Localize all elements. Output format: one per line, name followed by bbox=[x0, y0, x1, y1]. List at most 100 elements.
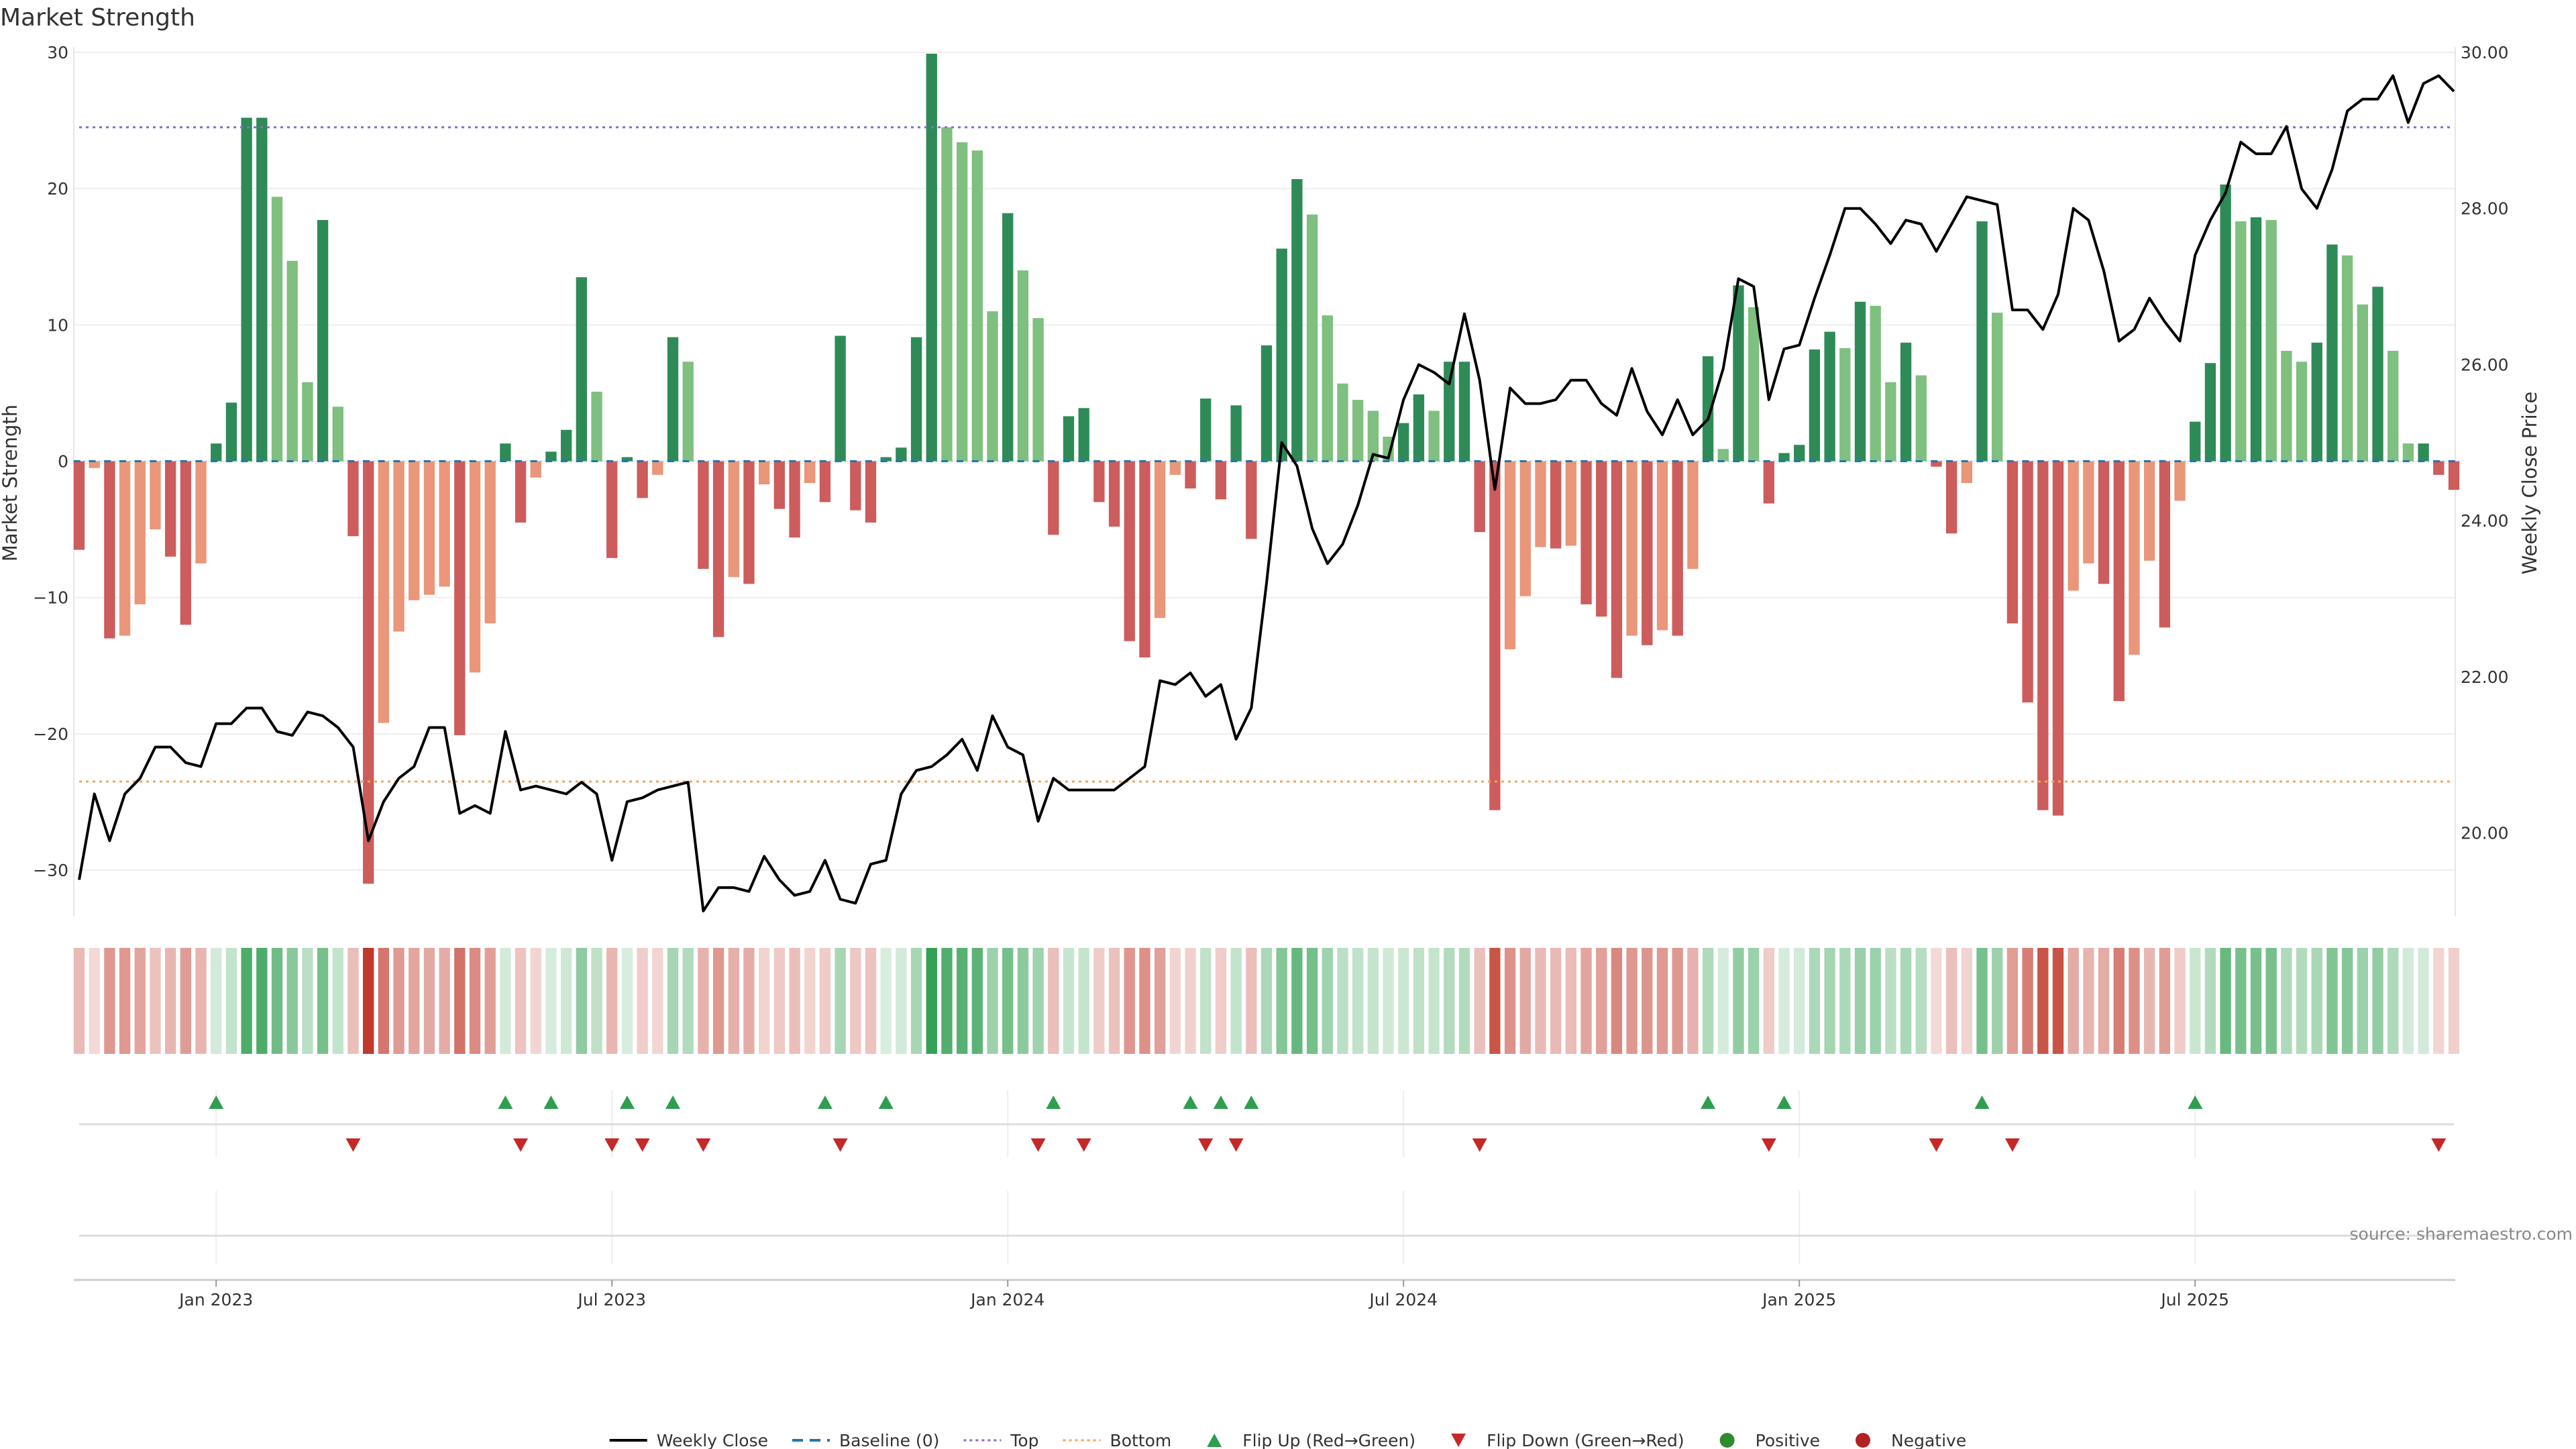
flip-down-marker bbox=[1198, 1138, 1214, 1152]
heat-cell bbox=[1733, 948, 1744, 1054]
heat-cell bbox=[1124, 948, 1135, 1054]
heat-cell bbox=[1748, 948, 1760, 1054]
strength-bar bbox=[576, 277, 588, 462]
strength-bar bbox=[1413, 394, 1425, 462]
heat-cell bbox=[1824, 948, 1835, 1054]
strength-bar bbox=[1931, 461, 1942, 467]
heat-cell bbox=[2037, 948, 2049, 1054]
flip-down-marker bbox=[1761, 1138, 1776, 1152]
strength-bar bbox=[712, 461, 724, 637]
y-tick-label: 20 bbox=[47, 179, 68, 199]
heat-cell bbox=[1702, 948, 1714, 1054]
y-tick-label: −20 bbox=[33, 724, 68, 744]
flip-down-marker bbox=[833, 1138, 848, 1152]
flip-down-marker bbox=[1076, 1138, 1091, 1152]
heat-cell bbox=[1246, 948, 1257, 1054]
heat-cell bbox=[1458, 948, 1470, 1054]
heat-cell bbox=[819, 948, 831, 1054]
legend-item: Weekly Close bbox=[609, 1431, 768, 1449]
strength-bar bbox=[2113, 461, 2125, 702]
strength-bar bbox=[880, 457, 892, 462]
y-tick-label: −30 bbox=[33, 861, 68, 880]
strength-bar bbox=[606, 461, 618, 558]
heat-cell bbox=[1763, 948, 1775, 1054]
strength-bar bbox=[652, 461, 663, 475]
heat-cell bbox=[1915, 948, 1927, 1054]
strength-bar bbox=[225, 402, 237, 462]
strength-bar bbox=[347, 461, 359, 537]
heat-cell bbox=[2296, 948, 2308, 1054]
y2-tick-label: 24.00 bbox=[2461, 511, 2509, 531]
strength-bar bbox=[180, 461, 192, 625]
strength-bar bbox=[530, 461, 541, 478]
strength-bar bbox=[2083, 461, 2094, 564]
strength-bar bbox=[987, 311, 998, 462]
heat-cell bbox=[500, 948, 511, 1054]
heat-cell bbox=[164, 948, 176, 1054]
strength-bar bbox=[1246, 461, 1257, 539]
strength-bar bbox=[119, 461, 131, 636]
strength-bar bbox=[1337, 383, 1348, 462]
strength-bar bbox=[545, 451, 557, 462]
heat-cell bbox=[1642, 948, 1653, 1054]
strength-bar bbox=[2296, 362, 2308, 462]
strength-bar bbox=[1352, 400, 1364, 462]
strength-bar bbox=[2250, 217, 2262, 462]
heat-cell bbox=[180, 948, 192, 1054]
x-tick-label: Jan 2023 bbox=[178, 1290, 253, 1309]
strength-bar bbox=[332, 407, 343, 462]
flip-up-marker bbox=[1183, 1095, 1198, 1109]
strength-bar bbox=[1672, 461, 1683, 636]
flip-up-marker bbox=[1046, 1095, 1061, 1109]
heat-cell bbox=[1656, 948, 1668, 1054]
heat-cell bbox=[1215, 948, 1227, 1054]
heat-cell bbox=[1778, 948, 1790, 1054]
heat-cell bbox=[1413, 948, 1425, 1054]
strength-bar bbox=[484, 461, 496, 624]
legend-item: Bottom bbox=[1063, 1431, 1171, 1449]
strength-bar bbox=[2448, 461, 2460, 490]
heat-cell bbox=[1200, 948, 1212, 1054]
y2-tick-label: 30.00 bbox=[2461, 43, 2509, 62]
strength-bar bbox=[1063, 416, 1075, 462]
heat-cell bbox=[1687, 948, 1699, 1054]
strength-bar bbox=[469, 461, 481, 673]
strength-bar bbox=[1276, 248, 1287, 462]
heat-cell bbox=[1611, 948, 1623, 1054]
heat-cell bbox=[2387, 948, 2399, 1054]
strength-bar bbox=[1322, 315, 1333, 462]
heat-cell bbox=[1367, 948, 1379, 1054]
heat-cell bbox=[1383, 948, 1394, 1054]
heat-cell bbox=[134, 948, 146, 1054]
heat-cell bbox=[576, 948, 588, 1054]
strength-bar bbox=[104, 461, 115, 639]
strength-bar bbox=[1961, 461, 1973, 484]
heat-cell bbox=[606, 948, 618, 1054]
strength-bar bbox=[728, 461, 739, 578]
strength-bar bbox=[637, 461, 648, 498]
strength-bar bbox=[2311, 342, 2322, 462]
heat-cell bbox=[393, 948, 405, 1054]
heat-cell bbox=[910, 948, 922, 1054]
y2-tick-label: 26.00 bbox=[2461, 355, 2509, 374]
heat-cell bbox=[119, 948, 131, 1054]
strength-bar bbox=[2372, 286, 2383, 462]
weekly-close-line bbox=[78, 74, 2455, 912]
legend: Weekly Close Baseline (0) Top Bottom Flip Up… bbox=[609, 1431, 1966, 1449]
heat-cell bbox=[104, 948, 115, 1054]
heat-cell bbox=[1900, 948, 1912, 1054]
strength-bar bbox=[1458, 362, 1470, 462]
flip-up-marker bbox=[665, 1095, 680, 1109]
heat-cell bbox=[1854, 948, 1866, 1054]
legend-swatch-positive bbox=[1719, 1433, 1735, 1448]
heat-cell bbox=[2402, 948, 2414, 1054]
heat-cell bbox=[2372, 948, 2383, 1054]
flip-down-marker bbox=[1228, 1138, 1244, 1152]
x-axis-ticks: Jan 2023 Jul 2023 Jan 2024 Jul 2024 Jan 2025… bbox=[178, 1280, 2229, 1309]
heat-cell bbox=[621, 948, 633, 1054]
heat-cell bbox=[530, 948, 541, 1054]
x-tick-label: Jul 2023 bbox=[576, 1290, 646, 1309]
strength-bar bbox=[1185, 461, 1196, 489]
x-tick-label: Jul 2025 bbox=[2159, 1290, 2229, 1309]
strength-bar bbox=[1565, 461, 1577, 546]
